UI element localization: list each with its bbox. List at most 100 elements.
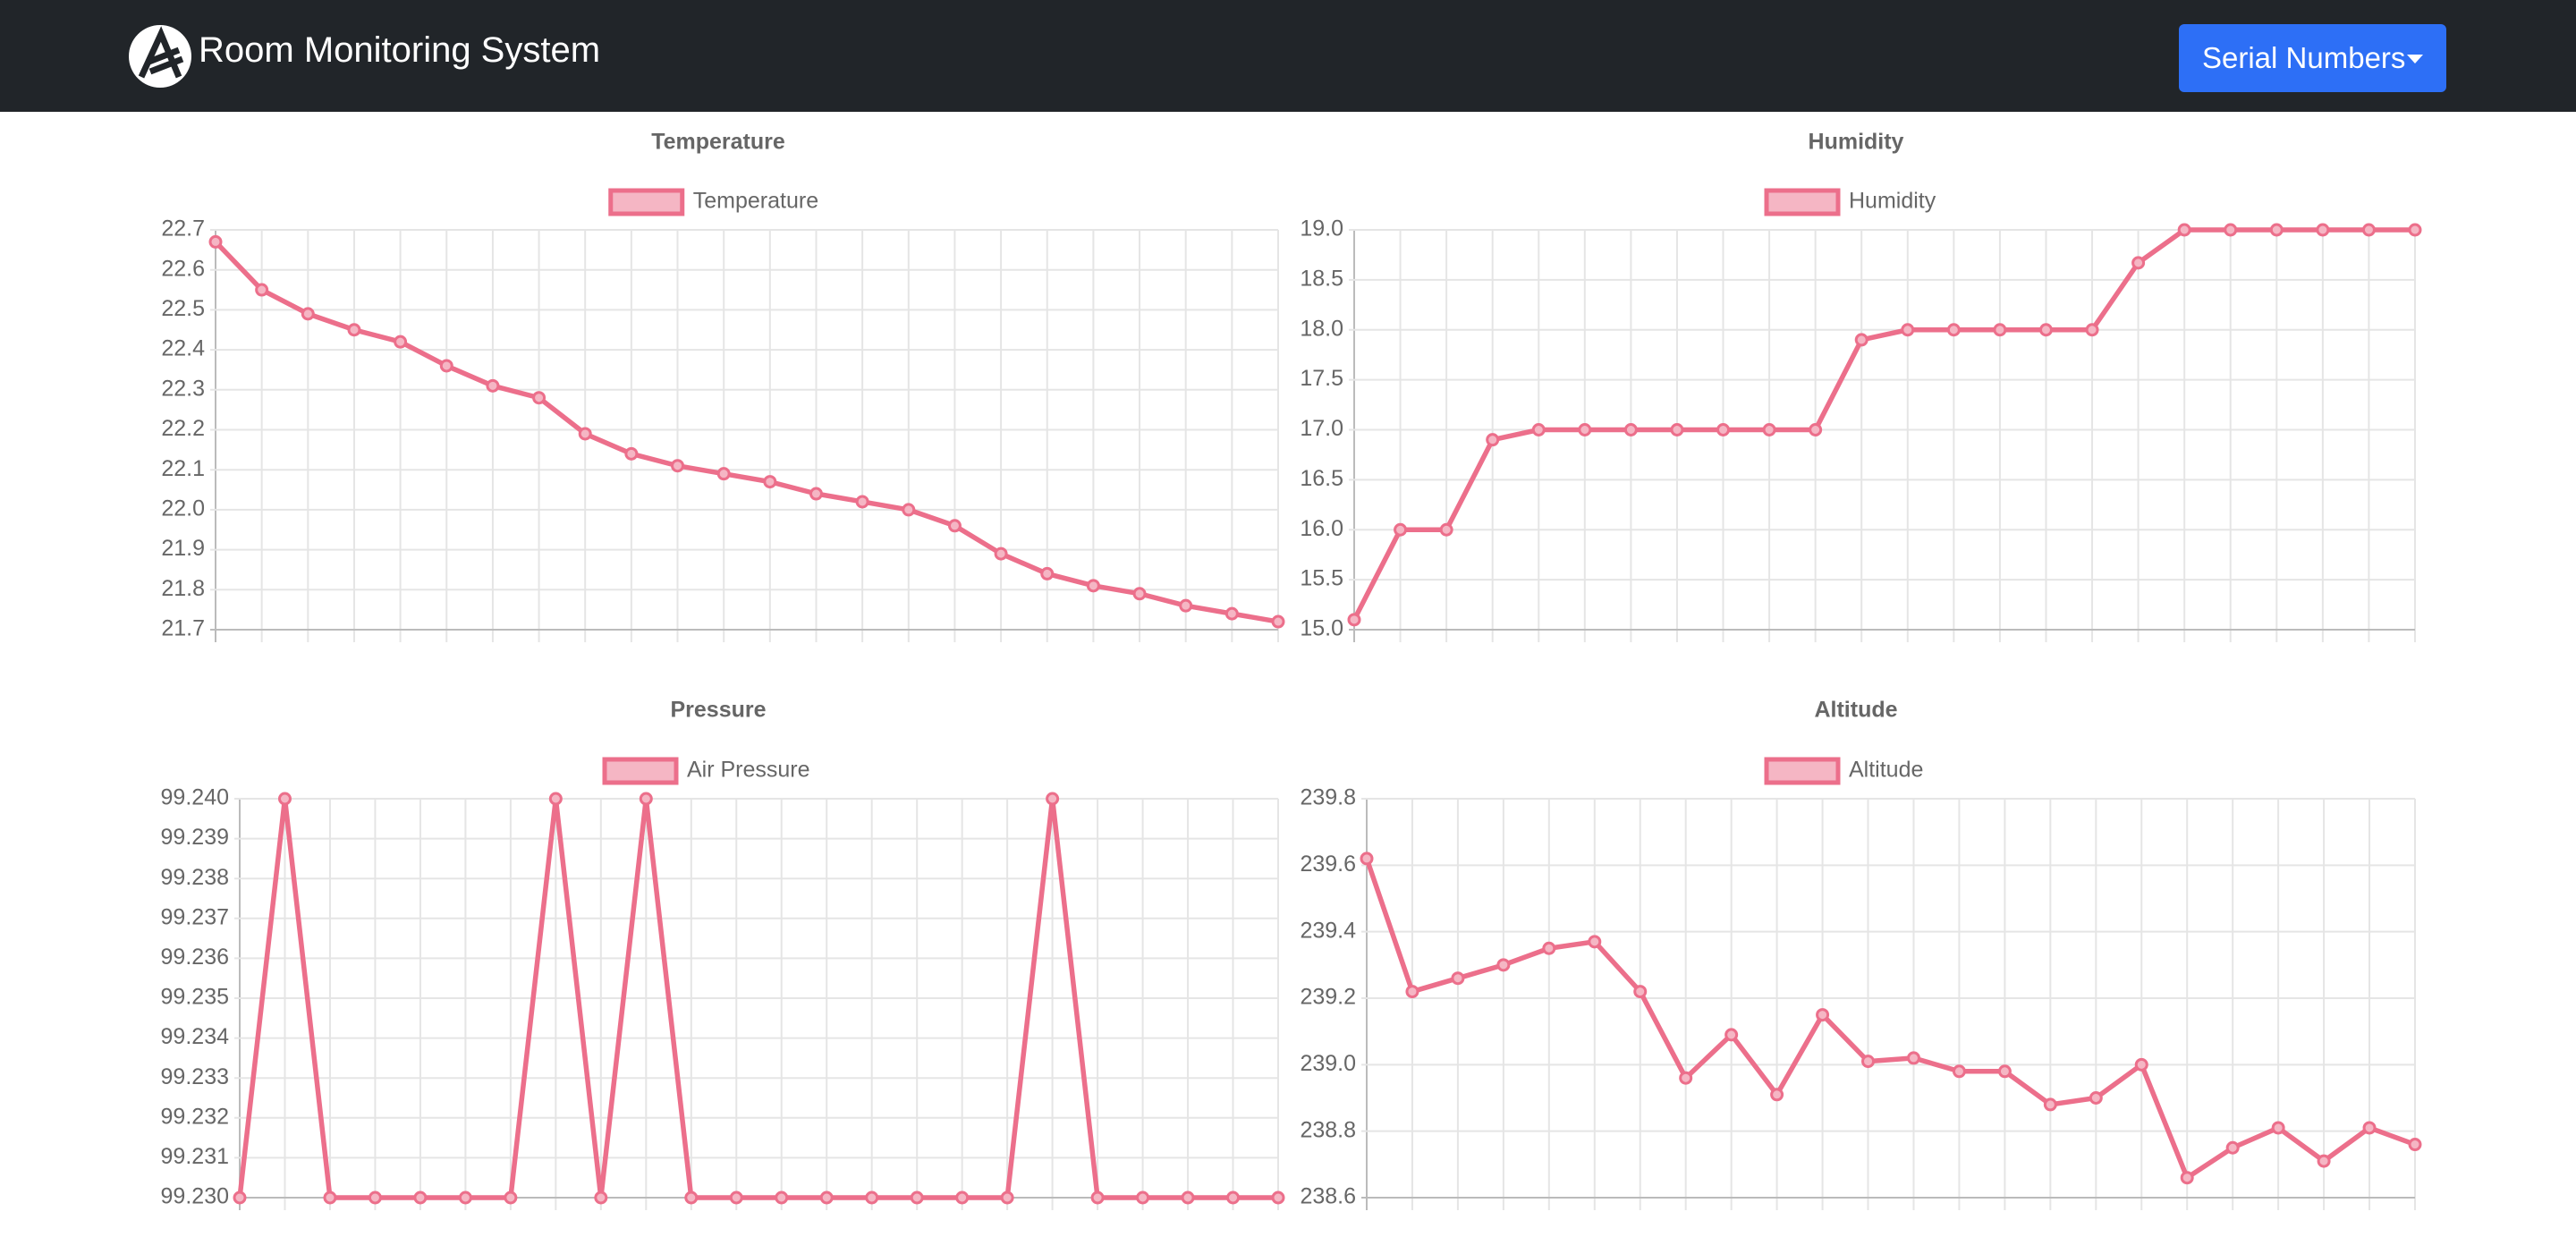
- button-label[interactable]: Serial Numbers: [2202, 41, 2406, 74]
- data-point: [504, 1190, 518, 1205]
- y-tick-label: 99.238: [161, 865, 229, 890]
- y-tick-label: 99.231: [161, 1144, 229, 1169]
- data-point: [684, 1190, 699, 1205]
- y-tick-label: 239.2: [1300, 985, 1356, 1010]
- data-point: [1670, 423, 1684, 436]
- data-point: [1486, 433, 1500, 447]
- data-point: [1623, 423, 1638, 436]
- legend-label: Humidity: [1849, 189, 1936, 214]
- y-tick-label: 99.235: [161, 985, 229, 1010]
- data-point: [2362, 1121, 2377, 1135]
- y-tick-label: 22.7: [161, 216, 205, 241]
- y-tick-label: 15.0: [1300, 616, 1343, 641]
- data-point: [2269, 223, 2284, 237]
- chart-title: Pressure: [670, 698, 766, 723]
- data-point: [458, 1190, 472, 1205]
- data-point: [1360, 852, 1374, 866]
- data-point: [1181, 1190, 1195, 1205]
- data-point: [1906, 1051, 1920, 1065]
- data-point: [578, 427, 592, 441]
- data-point: [855, 495, 869, 509]
- data-point: [763, 475, 777, 489]
- legend-swatch: [608, 188, 685, 216]
- data-point: [1136, 1190, 1150, 1205]
- data-point: [347, 323, 361, 337]
- dropdown-button[interactable]: Serial Numbers: [2179, 24, 2446, 92]
- y-tick-label: 238.8: [1300, 1117, 1356, 1142]
- data-point: [1952, 1064, 1966, 1079]
- y-tick-label: 239.8: [1300, 785, 1356, 810]
- y-tick-label: 239.0: [1300, 1051, 1356, 1076]
- data-point: [1347, 613, 1361, 627]
- data-point: [2317, 1154, 2331, 1168]
- data-point: [955, 1190, 970, 1205]
- data-point: [532, 391, 547, 405]
- data-line: [237, 796, 1278, 1200]
- data-point: [775, 1190, 789, 1205]
- y-tick-label: 19.0: [1300, 216, 1343, 241]
- chart-title: Humidity: [1809, 130, 1904, 155]
- chart-title: Temperature: [651, 130, 785, 155]
- data-point: [2316, 223, 2330, 237]
- data-point: [2271, 1121, 2285, 1135]
- data-point: [2085, 323, 2099, 337]
- data-point: [233, 1190, 247, 1205]
- y-tick-label: 99.236: [161, 945, 229, 970]
- data-point: [1946, 323, 1961, 337]
- data-point: [902, 503, 916, 517]
- data-point: [1588, 935, 1602, 949]
- data-point: [1809, 423, 1823, 436]
- data-point: [1090, 1190, 1105, 1205]
- data-point: [1997, 1064, 2012, 1079]
- data-point: [1496, 958, 1511, 972]
- data-point: [1040, 566, 1055, 580]
- y-tick-label: 22.4: [161, 336, 205, 361]
- data-point: [2224, 223, 2238, 237]
- data-line: [214, 240, 1279, 624]
- y-tick-label: 22.0: [161, 496, 205, 521]
- data-point: [413, 1190, 428, 1205]
- data-point: [639, 792, 653, 806]
- data-point: [2177, 223, 2191, 237]
- data-point: [819, 1190, 834, 1205]
- y-tick-label: 21.9: [161, 536, 205, 561]
- data-point: [323, 1190, 337, 1205]
- data-point: [2038, 323, 2053, 337]
- data-point: [1439, 522, 1453, 537]
- data-point: [1993, 323, 2007, 337]
- data-point: [1716, 423, 1731, 436]
- legend-label: Air Pressure: [687, 758, 810, 783]
- data-point: [394, 335, 408, 349]
- data-point: [2408, 1138, 2422, 1152]
- y-tick-label: 99.234: [161, 1024, 230, 1049]
- legend-swatch: [1764, 188, 1841, 216]
- legend-label: Altitude: [1849, 758, 1923, 783]
- legend-label: Temperature: [693, 189, 818, 214]
- data-point: [947, 519, 962, 533]
- logo[interactable]: [127, 23, 193, 89]
- data-point: [1724, 1028, 1739, 1042]
- data-point: [1132, 587, 1147, 601]
- data-point: [1861, 1055, 1876, 1069]
- y-tick-label: 239.4: [1300, 918, 1356, 943]
- data-point: [2043, 1097, 2057, 1112]
- y-tick-label: 16.0: [1300, 516, 1343, 541]
- data-point: [1451, 971, 1465, 986]
- data-point: [368, 1190, 382, 1205]
- data-point: [729, 1190, 743, 1205]
- data-point: [1271, 614, 1285, 629]
- brand-title[interactable]: Room Monitoring System: [199, 30, 601, 70]
- data-point: [1816, 1008, 1830, 1022]
- y-tick-label: 17.0: [1300, 416, 1343, 441]
- data-point: [301, 307, 315, 321]
- data-point: [2180, 1171, 2194, 1185]
- data-point: [910, 1190, 924, 1205]
- y-tick-label: 99.239: [161, 825, 229, 850]
- data-point: [439, 359, 453, 373]
- data-point: [1405, 985, 1419, 999]
- data-point: [2134, 1057, 2148, 1072]
- data-point: [809, 487, 823, 501]
- data-point: [1578, 423, 1592, 436]
- y-tick-label: 21.8: [161, 576, 205, 601]
